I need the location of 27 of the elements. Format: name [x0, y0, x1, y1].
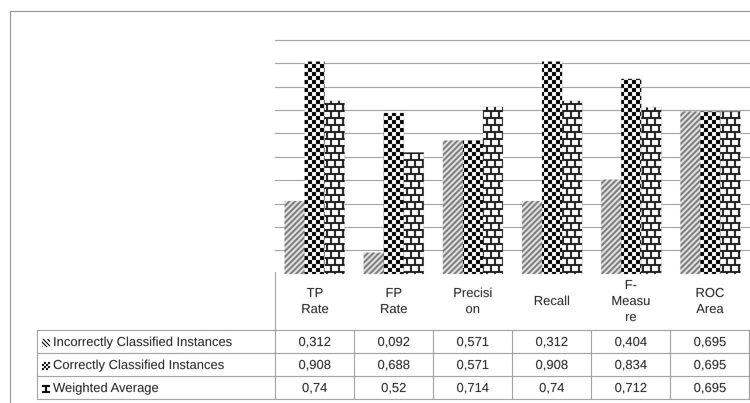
x-tick-label: ROC Area	[694, 284, 726, 318]
data-label: 0,312	[512, 330, 592, 353]
data-label: 0,695	[670, 353, 750, 376]
data-label: 0,571	[433, 353, 512, 376]
data-label: 0,714	[433, 376, 512, 399]
legend-label: Weighted Average	[38, 376, 276, 399]
x-tick-label: Precision	[452, 284, 494, 318]
data-label: 0,404	[591, 330, 670, 353]
data-label: 0,908	[275, 353, 354, 376]
x-tick-label: FP Rate	[379, 284, 408, 318]
data-label: 0,092	[354, 330, 434, 353]
data-label: 0,52	[354, 376, 434, 399]
x-tick-label: Recall	[532, 292, 571, 310]
legend-label: Correctly Classified Instances	[38, 353, 276, 376]
legend-label: Incorrectly Classified Instances	[38, 330, 276, 353]
data-label: 0,688	[354, 353, 434, 376]
x-tick-label: F-Measure	[610, 276, 652, 326]
data-label: 0,312	[275, 330, 354, 353]
data-label: 0,695	[670, 376, 750, 399]
x-tick-label: TP Rate	[300, 284, 330, 318]
data-label: 0,571	[433, 330, 512, 353]
data-label: 0,695	[670, 330, 750, 353]
data-label: 0,74	[512, 376, 592, 399]
data-label: 0,834	[591, 353, 670, 376]
data-label: 0,712	[591, 376, 670, 399]
data-label: 0,908	[512, 353, 592, 376]
data-label: 0,74	[275, 376, 354, 399]
